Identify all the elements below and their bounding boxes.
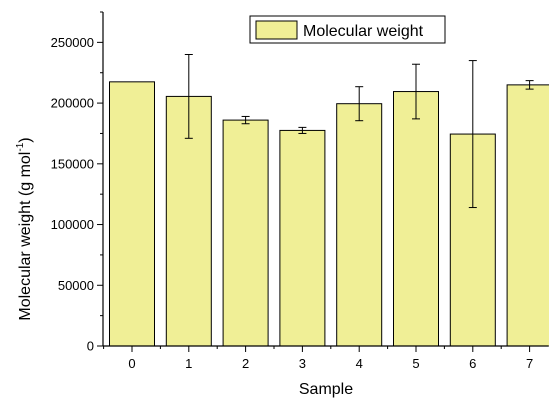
- bar-0: [109, 81, 155, 347]
- x-tick-label: 5: [412, 356, 419, 371]
- y-tick-label: 150000: [51, 156, 94, 171]
- svg-text:Molecular weight (g mol-1): Molecular weight (g mol-1): [15, 137, 34, 320]
- x-tick-label: 6: [469, 356, 476, 371]
- error-bar-6: [468, 60, 477, 209]
- bars-group: [109, 81, 549, 347]
- error-bar-1: [184, 54, 193, 139]
- error-bar-3: [298, 126, 307, 134]
- x-tick-label: 0: [128, 356, 135, 371]
- y-tick-label: 200000: [51, 96, 94, 111]
- y-axis-title-close: ): [17, 137, 34, 142]
- x-tick-label: 3: [299, 356, 306, 371]
- bar-5: [393, 91, 439, 347]
- error-bar-2: [241, 115, 250, 125]
- x-axis: 0 1 2 3 4 5 6 7: [103, 345, 548, 371]
- error-bars-group: [184, 54, 534, 209]
- legend: Molecular weight: [249, 15, 446, 44]
- x-tick-label: 1: [185, 356, 192, 371]
- y-tick-label: 100000: [51, 217, 94, 232]
- y-tick-label: 50000: [58, 278, 94, 293]
- y-tick-label: 0: [87, 339, 94, 354]
- y-tick-label: 250000: [51, 35, 94, 50]
- error-bar-4: [355, 86, 364, 122]
- error-bar-7: [525, 80, 534, 90]
- y-axis-title-main: Molecular weight (g mol: [17, 152, 34, 321]
- bar-4: [336, 103, 383, 347]
- y-axis-title-superscript: -1: [15, 142, 26, 151]
- error-bar-5: [412, 63, 420, 120]
- legend-label: Molecular weight: [303, 23, 424, 40]
- bar-2: [222, 119, 269, 347]
- bar-7: [506, 84, 549, 347]
- x-tick-label: 7: [526, 356, 533, 371]
- legend-swatch: [255, 20, 298, 40]
- bar-3: [279, 129, 326, 347]
- y-axis: 0 50000 100000 150000 200000 250000: [51, 11, 104, 354]
- x-axis-title: Sample: [299, 381, 353, 398]
- y-axis-title: Molecular weight (g mol-1): [15, 137, 34, 320]
- x-tick-label: 4: [356, 356, 363, 371]
- x-tick-label: 2: [242, 356, 249, 371]
